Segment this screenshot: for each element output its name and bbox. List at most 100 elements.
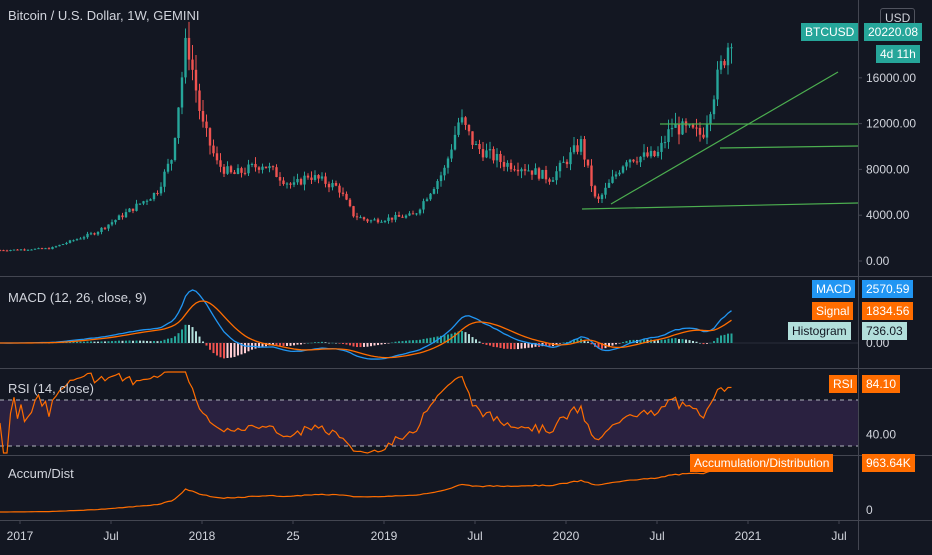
macd-histogram-bar — [618, 343, 621, 344]
candle-body — [236, 168, 240, 175]
macd-histogram-bar — [121, 340, 124, 343]
macd-histogram-bar — [384, 343, 386, 344]
macd-histogram-bar — [93, 341, 96, 343]
candle-body — [397, 214, 401, 217]
candle-body — [93, 233, 96, 235]
macd-histogram-bar — [156, 341, 159, 343]
candle-body — [681, 121, 684, 135]
candle-body — [324, 176, 327, 184]
macd-histogram-bar — [118, 340, 120, 343]
macd-histogram-bar — [499, 343, 502, 349]
candle-body — [691, 124, 695, 128]
candle-body — [625, 162, 628, 167]
macd-histogram-bar — [625, 340, 628, 343]
macd-histogram-bar — [422, 338, 425, 343]
macd-histogram-bar — [244, 343, 246, 354]
macd-histogram-bar — [328, 342, 330, 344]
candle-body — [527, 170, 530, 172]
candle-body — [576, 145, 579, 152]
candle-body — [607, 182, 611, 188]
candle-body — [558, 162, 562, 172]
candle-body — [506, 162, 509, 167]
macd-histogram-bar — [100, 341, 103, 343]
macd-histogram-bar — [135, 340, 138, 343]
candle-body — [37, 248, 40, 250]
candle-body — [471, 131, 474, 145]
macd-histogram-bar — [377, 343, 379, 346]
macd-histogram-bar — [184, 324, 187, 343]
macd-histogram-bar — [345, 343, 348, 345]
price-tick-label: 0.00 — [866, 254, 890, 268]
candle-body — [548, 179, 551, 182]
candle-body — [289, 183, 292, 185]
candle-body — [618, 172, 621, 175]
candle-body — [229, 166, 233, 173]
macd-histogram-bar — [587, 341, 589, 343]
candle-body — [481, 149, 485, 158]
rsi-line — [0, 371, 732, 454]
candle-body — [264, 166, 268, 169]
macd-histogram-bar — [443, 335, 446, 343]
macd-histogram-bar — [709, 342, 712, 344]
macd-histogram-bar — [76, 341, 78, 343]
candle-body — [359, 217, 362, 219]
candle-body — [138, 203, 142, 205]
macd-histogram-bar — [482, 343, 484, 344]
macd-histogram-bar — [471, 337, 474, 343]
macd-histogram-bar — [702, 343, 705, 345]
macd-histogram-bar — [321, 341, 323, 343]
candle-body — [593, 186, 597, 197]
macd-histogram-bar — [681, 338, 684, 343]
macd-histogram-bar — [517, 343, 519, 350]
candle-body — [432, 189, 436, 194]
ad-title: Accum/Dist — [8, 466, 74, 481]
candle-body — [380, 221, 383, 223]
candle-body — [2, 250, 5, 252]
candle-body — [233, 172, 236, 175]
macd-line — [0, 289, 732, 360]
candle-body — [604, 187, 607, 195]
countdown-tag: 4d 11h — [876, 45, 920, 63]
candle-body — [726, 47, 730, 66]
candle-body — [376, 219, 380, 223]
candle-body — [299, 179, 303, 185]
candle-body — [135, 203, 138, 211]
macd-histogram-bar — [79, 341, 82, 343]
candle-body — [16, 249, 19, 251]
macd-histogram-bar — [713, 341, 715, 343]
candle-body — [145, 200, 149, 202]
candle-body — [296, 179, 299, 183]
macd-title: MACD (12, 26, close, 9) — [8, 290, 147, 305]
macd-histogram-bar — [324, 342, 327, 343]
candle-body — [110, 222, 114, 225]
candle-body — [457, 122, 460, 135]
macd-histogram-bar — [419, 339, 421, 343]
macd-histogram-bar — [107, 341, 110, 343]
candle-body — [499, 153, 502, 162]
candle-body — [205, 121, 208, 129]
macd-histogram-bar — [380, 343, 383, 345]
candle-body — [639, 156, 642, 163]
candle-body — [453, 134, 457, 150]
macd-histogram-bar — [457, 331, 460, 343]
candle-body — [163, 171, 166, 187]
candle-body — [460, 117, 464, 123]
signal-value: 1834.56 — [862, 302, 914, 320]
candle-body — [247, 164, 250, 174]
candle-body — [19, 249, 23, 251]
macd-histogram-bar — [562, 342, 565, 344]
candle-body — [61, 244, 65, 246]
candle-body — [534, 168, 537, 175]
macd-histogram-bar — [727, 333, 729, 343]
time-tick-label: 25 — [286, 529, 300, 543]
macd-histogram-bar — [433, 337, 435, 343]
macd-histogram-bar — [331, 342, 334, 344]
macd-histogram-bar — [86, 341, 89, 343]
candle-body — [327, 183, 331, 188]
macd-histogram-bar — [114, 340, 117, 343]
time-tick-label: 2019 — [371, 529, 398, 543]
macd-histogram-bar — [363, 343, 365, 347]
macd-histogram-bar — [394, 341, 397, 343]
